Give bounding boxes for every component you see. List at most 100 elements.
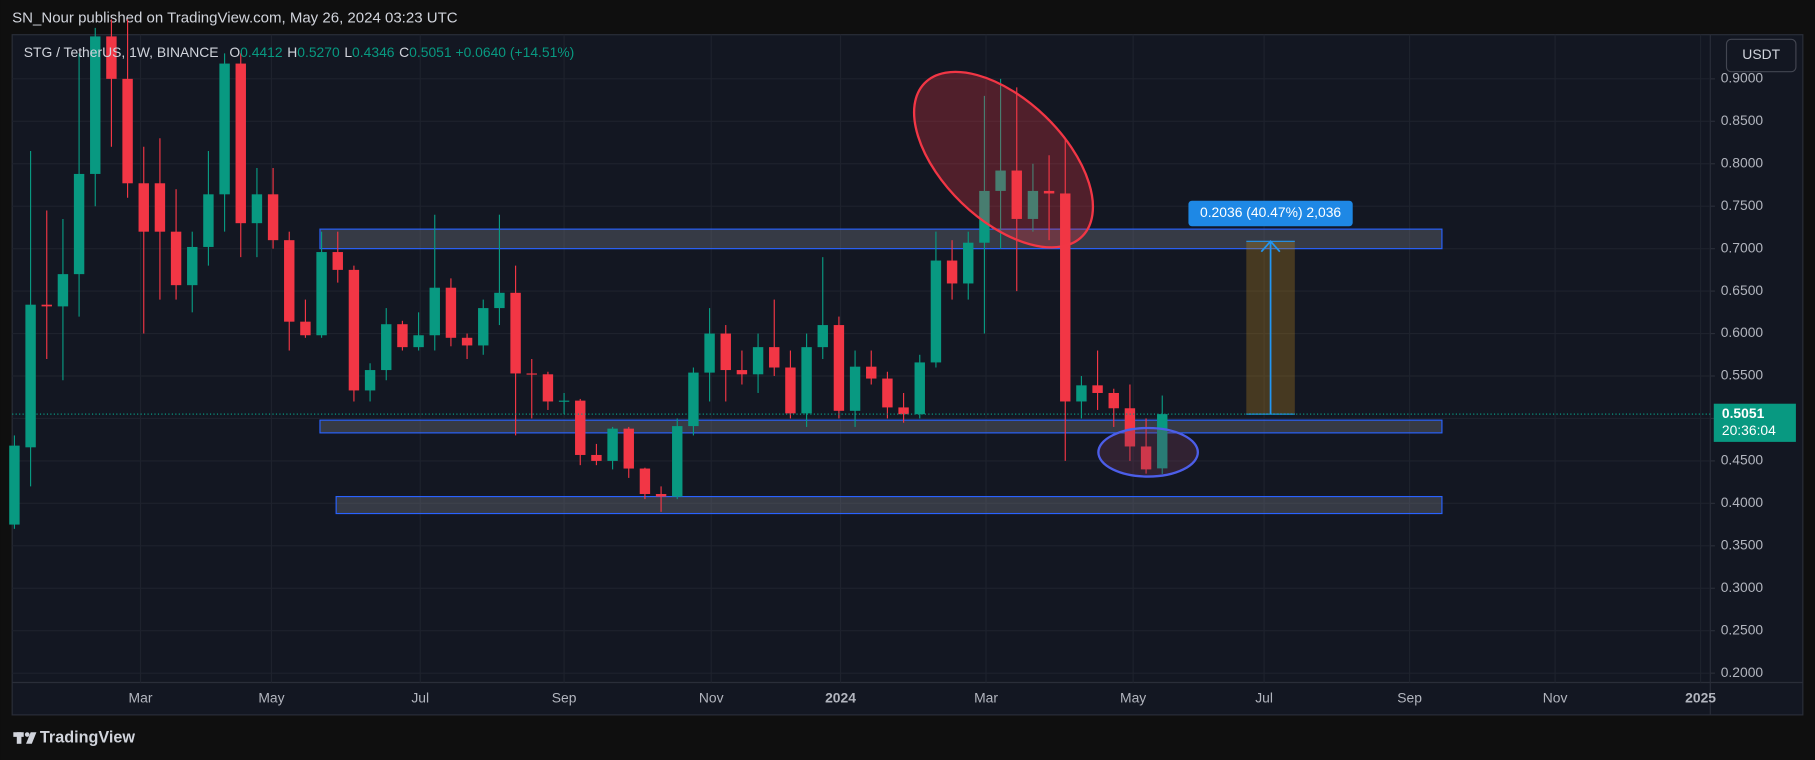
chart-panel [11, 34, 1804, 716]
candle-body [688, 372, 699, 427]
candle-body [364, 370, 376, 391]
candle-body [672, 426, 683, 497]
candle-body [9, 445, 20, 525]
candles [9, 19, 1168, 529]
legend-change: +0.0640 (+14.51%) [455, 44, 574, 60]
last-price-tag [1713, 403, 1796, 442]
candle-body [979, 190, 990, 243]
currency-button[interactable] [1725, 38, 1797, 73]
candle-body [1108, 392, 1119, 409]
candle-body [817, 325, 828, 348]
candle-body [106, 36, 117, 79]
candle-body [348, 269, 360, 391]
candle-body [882, 378, 893, 408]
candle-body [1157, 414, 1168, 469]
legend-key: O [229, 44, 240, 60]
legend-value: 0.5051 [409, 44, 452, 60]
candle-body [558, 400, 570, 402]
candle-body [332, 252, 343, 270]
highlight-ellipse [1097, 426, 1200, 478]
candle-body [1011, 170, 1022, 219]
candle-body [170, 231, 182, 286]
candle-body [1076, 385, 1087, 402]
highlight-ellipse [912, 70, 1095, 249]
legend-key: L [344, 44, 352, 60]
candle-body [90, 36, 101, 174]
countdown-label: 20:36:04 [1722, 422, 1776, 438]
support-resistance-zone [319, 419, 1443, 434]
candle-body [429, 287, 440, 336]
x-tick-label: Nov [1543, 689, 1568, 705]
candle-body [704, 333, 715, 373]
x-tick-label: Sep [1397, 689, 1422, 705]
candle-body [930, 260, 942, 363]
candle-body [591, 454, 602, 461]
y-tick-label: 0.5500 [1721, 367, 1764, 383]
candle-body [300, 321, 311, 336]
legend-value: 0.5270 [297, 44, 340, 60]
y-tick-label: 0.7500 [1721, 197, 1764, 213]
candle-body [1043, 190, 1055, 194]
candle-body [235, 63, 246, 224]
brand: TradingView [40, 728, 135, 746]
candle-body [203, 194, 214, 247]
y-tick-label: 0.8500 [1721, 112, 1764, 128]
measure-label: 0.2036 (40.47%) 2,036 [1200, 204, 1341, 220]
candle-body [655, 494, 667, 497]
legend-symbol: STG / TetherUS, 1W, BINANCE [24, 44, 219, 60]
measure-label-box [1188, 200, 1353, 227]
candle-body [607, 428, 618, 461]
y-tick-label: 0.3000 [1721, 579, 1764, 595]
candle-body [41, 304, 52, 307]
candle-body [1027, 190, 1039, 219]
candle-body [526, 373, 537, 375]
candle-body [251, 194, 263, 224]
legend: STG / TetherUS, 1W, BINANCE O0.4412 H0.52… [24, 44, 575, 60]
x-tick-label: Jul [411, 689, 429, 705]
published-note: SN_Nour published on TradingView.com, Ma… [12, 9, 458, 26]
candle-body [445, 287, 457, 338]
candle-body [138, 183, 149, 232]
y-tick-label: 0.2000 [1721, 664, 1764, 680]
grid [12, 34, 1715, 683]
candle-body [575, 400, 586, 455]
candle-body [752, 347, 764, 375]
candle-body [73, 173, 85, 275]
x-tick-label: 2025 [1685, 689, 1716, 705]
candle-body [995, 170, 1006, 191]
candle-body [122, 78, 133, 184]
candle-body [284, 240, 295, 322]
y-tick-label: 0.4000 [1721, 494, 1764, 510]
candle-body [494, 292, 505, 309]
candle-body [801, 347, 812, 414]
candle-body [57, 274, 69, 307]
last-price-label: 0.5051 [1722, 405, 1765, 421]
candle-body [542, 374, 554, 402]
candle-body [478, 308, 489, 346]
legend-value: 0.4346 [352, 44, 395, 60]
legend-key: H [287, 44, 297, 60]
candle-body [898, 407, 909, 415]
candle-body [381, 324, 392, 371]
support-resistance-zone [319, 228, 1443, 250]
candle-body [963, 242, 974, 284]
y-tick-label: 0.4500 [1721, 452, 1764, 468]
x-tick-label: May [258, 689, 284, 705]
candle-body [1140, 446, 1152, 470]
candle-body [736, 370, 748, 375]
x-tick-label: May [1120, 689, 1146, 705]
candle-body [720, 333, 731, 371]
zones [319, 228, 1443, 515]
candle-body [769, 347, 780, 368]
y-tick-label: 0.6000 [1721, 324, 1764, 340]
tradingview-logo [13, 732, 37, 744]
legend-value: 0.4412 [240, 44, 283, 60]
candle-body [833, 325, 845, 411]
x-tick-label: Mar [129, 689, 153, 705]
y-tick-label: 0.3500 [1721, 536, 1764, 552]
legend-ohlc: O0.4412 H0.5270 L0.4346 C0.5051 [229, 44, 452, 60]
candle-body [316, 252, 327, 336]
candle-body [413, 335, 424, 348]
